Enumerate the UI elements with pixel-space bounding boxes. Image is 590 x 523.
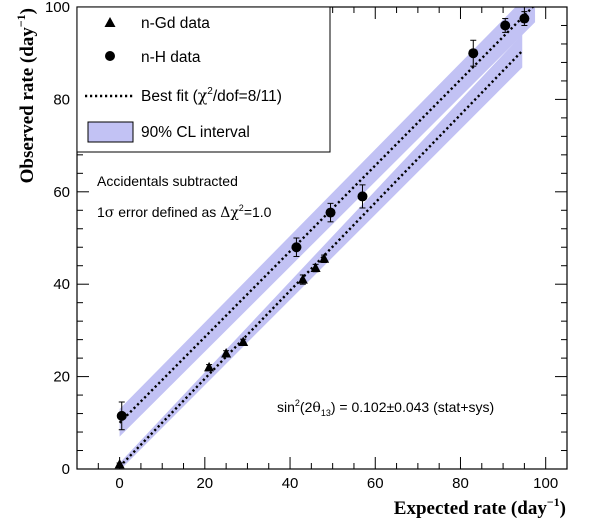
confidence-band-n-h (119, 7, 536, 437)
data-point-nh (325, 207, 336, 218)
y-axis-title: Observed rate (day−1) (14, 8, 38, 183)
fit-line-n-h (118, 7, 535, 424)
tick-labels: 0 20 40 60 80 100 0 20 40 60 80 100 (45, 0, 558, 492)
data-point-ngd (204, 361, 215, 372)
confidence-bands (119, 7, 536, 469)
annotation-theta13: sin2(2θ13) = 0.102±0.043 (stat+sys) (277, 398, 494, 418)
data-point-ngd (238, 336, 249, 346)
data-point-ngd (221, 348, 232, 358)
y-tick-label: 0 (62, 461, 70, 478)
x-tick-label: 80 (452, 475, 469, 492)
y-tick-label: 60 (53, 184, 70, 201)
fit-lines (118, 7, 535, 468)
data-point-nh (116, 410, 127, 421)
x-axis-title: Expected rate (day−1) (394, 495, 566, 519)
confidence-band-n-gd (119, 34, 523, 469)
fit-line-n-gd (118, 50, 524, 468)
annotation-accidentals: Accidentals subtracted (97, 173, 238, 189)
x-tick-label: 20 (196, 475, 213, 492)
x-tick-label: 100 (533, 475, 558, 492)
data-point-nh (519, 13, 530, 24)
data-point-nh (291, 242, 302, 253)
data-points (114, 11, 530, 469)
annotation-error-definition: 1σ error defined as Δχ2=1.0 (97, 203, 272, 221)
x-tick-label: 60 (367, 475, 384, 492)
data-point-nh (468, 48, 479, 59)
legend-triangle-marker (104, 17, 116, 27)
legend-ngd-label: n-Gd data (141, 15, 210, 32)
y-tick-label: 40 (53, 276, 70, 293)
legend-circle-marker (105, 51, 115, 61)
x-tick-label: 40 (282, 475, 299, 492)
legend-fit-label: Best fit (χ2/dof=8/11) (141, 86, 282, 105)
data-point-nh (357, 191, 368, 202)
data-point-nh (500, 20, 511, 31)
legend-band-label: 90% CL interval (141, 124, 250, 141)
y-tick-label: 20 (53, 369, 70, 386)
legend: n-Gd data n-H data Best fit (χ2/dof=8/11… (76, 6, 331, 153)
data-point-ngd (319, 253, 330, 263)
y-tick-label: 100 (45, 0, 70, 16)
legend-nh-label: n-H data (141, 49, 201, 66)
data-point-ngd (297, 274, 308, 284)
legend-band-swatch (87, 121, 134, 143)
x-tick-label: 0 (115, 475, 123, 492)
y-tick-label: 80 (53, 91, 70, 108)
data-point-ngd (310, 262, 321, 273)
